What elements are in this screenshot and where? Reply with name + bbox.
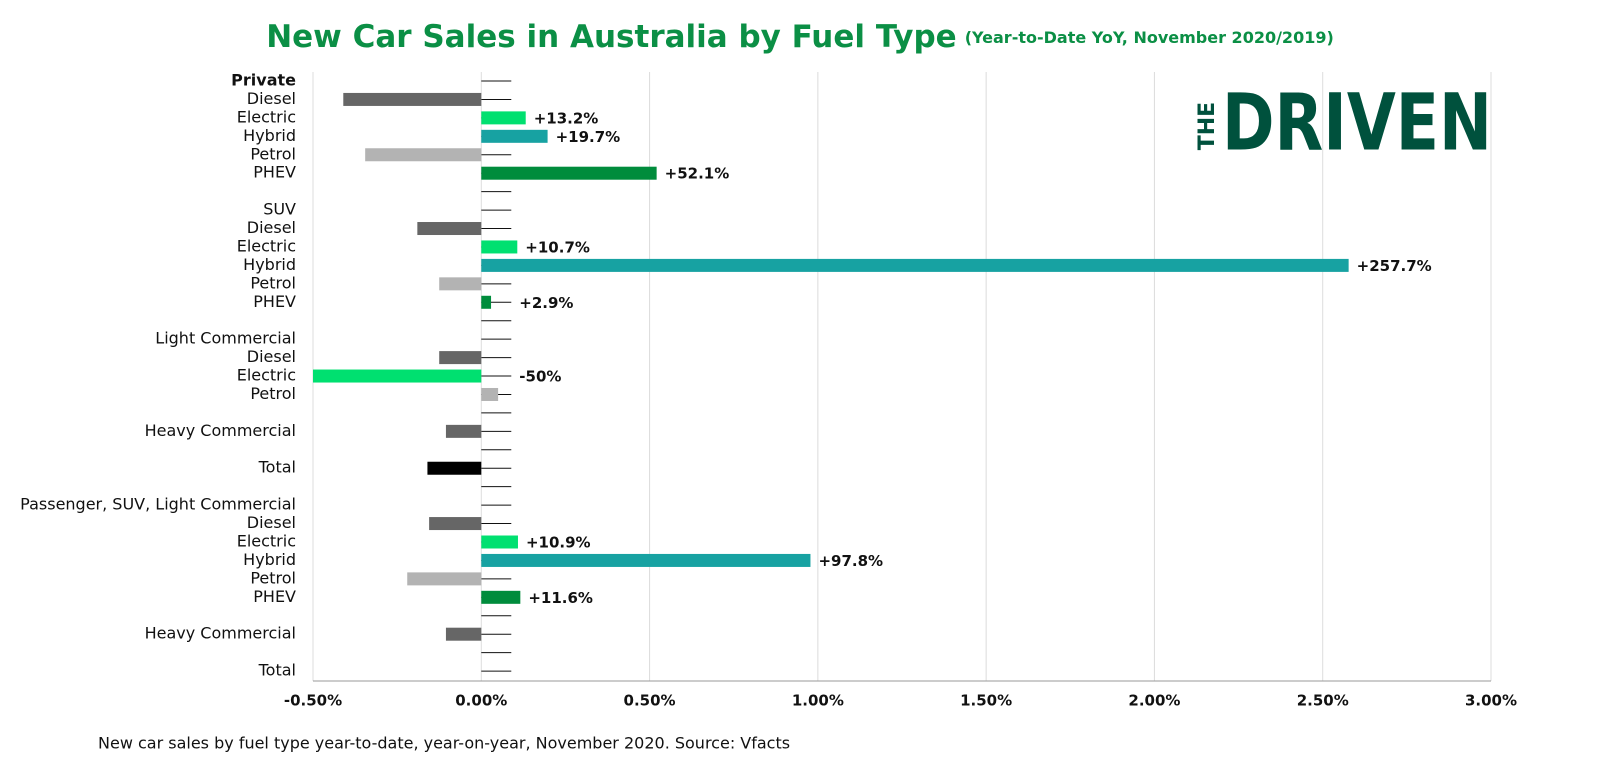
bar <box>445 424 482 438</box>
y-tick-label: Petrol <box>250 273 296 292</box>
bar <box>365 148 482 162</box>
bar <box>481 535 518 549</box>
bar <box>481 258 1349 272</box>
y-tick-label: Passenger, SUV, Light Commercial <box>20 495 296 514</box>
y-tick-label: Total <box>258 661 296 680</box>
y-tick-label: Petrol <box>250 144 296 163</box>
data-label: +11.6% <box>528 589 593 607</box>
y-tick-label: Electric <box>237 107 296 126</box>
bar <box>429 517 482 531</box>
logo-large: DRIVEN <box>1222 78 1492 168</box>
y-tick-label: Diesel <box>247 347 296 366</box>
data-label: +52.1% <box>665 165 730 183</box>
bar <box>481 295 492 309</box>
y-tick-label: Light Commercial <box>155 329 296 348</box>
bar <box>481 387 499 401</box>
x-tick-label: 0.00% <box>455 692 507 710</box>
bar <box>481 129 548 143</box>
y-tick-label: Electric <box>237 366 296 385</box>
y-tick-label: Heavy Commercial <box>145 421 296 440</box>
data-label: +13.2% <box>534 109 599 127</box>
bar <box>481 553 811 567</box>
bar <box>343 92 482 106</box>
bar <box>439 277 482 291</box>
y-tick-label: Diesel <box>247 513 296 532</box>
y-tick-label: Petrol <box>250 568 296 587</box>
y-tick-label: Heavy Commercial <box>145 624 296 643</box>
logo-small: THE <box>1195 102 1220 150</box>
chart-title: New Car Sales in Australia by Fuel Type <box>266 19 957 55</box>
x-tick-label: 3.00% <box>1465 692 1517 710</box>
y-tick-label: Hybrid <box>243 550 296 569</box>
data-label: +19.7% <box>556 128 621 146</box>
bar <box>481 590 521 604</box>
y-tick-label: Diesel <box>247 218 296 237</box>
data-label: +10.7% <box>525 238 590 256</box>
y-tick-label: SUV <box>263 200 296 219</box>
source-note: New car sales by fuel type year-to-date,… <box>98 734 790 753</box>
y-tick-label: Hybrid <box>243 255 296 274</box>
bar <box>313 369 482 383</box>
bar <box>481 240 518 254</box>
title-group: New Car Sales in Australia by Fuel Type (… <box>266 19 1334 55</box>
y-tick-label: Private <box>231 71 296 90</box>
x-tick-label: 1.50% <box>960 692 1012 710</box>
y-tick-label: Total <box>258 458 296 477</box>
bar <box>445 627 482 641</box>
data-label: +10.9% <box>526 534 591 552</box>
data-label: -50% <box>519 368 561 386</box>
x-tick-label: 2.00% <box>1128 692 1180 710</box>
bar <box>417 222 482 236</box>
y-tick-label: Petrol <box>250 384 296 403</box>
y-tick-label: PHEV <box>253 292 296 311</box>
y-tick-label: PHEV <box>253 587 296 606</box>
x-tick-label: 1.00% <box>792 692 844 710</box>
x-tick-label: -0.50% <box>284 692 342 710</box>
bar <box>427 461 482 475</box>
y-tick-label: PHEV <box>253 163 296 182</box>
bar <box>481 166 657 180</box>
data-label: +2.9% <box>519 294 573 312</box>
y-tick-label: Hybrid <box>243 126 296 145</box>
data-label: +97.8% <box>818 552 883 570</box>
bar <box>439 351 482 365</box>
bar <box>407 572 482 586</box>
data-label: +257.7% <box>1357 257 1432 275</box>
chart-subtitle: (Year-to-Date YoY, November 2020/2019) <box>965 28 1334 47</box>
y-tick-label: Electric <box>237 532 296 551</box>
y-tick-label: Diesel <box>247 89 296 108</box>
y-tick-label: Electric <box>237 236 296 255</box>
x-tick-label: 0.50% <box>624 692 676 710</box>
x-tick-label: 2.50% <box>1297 692 1349 710</box>
bar <box>481 111 526 125</box>
